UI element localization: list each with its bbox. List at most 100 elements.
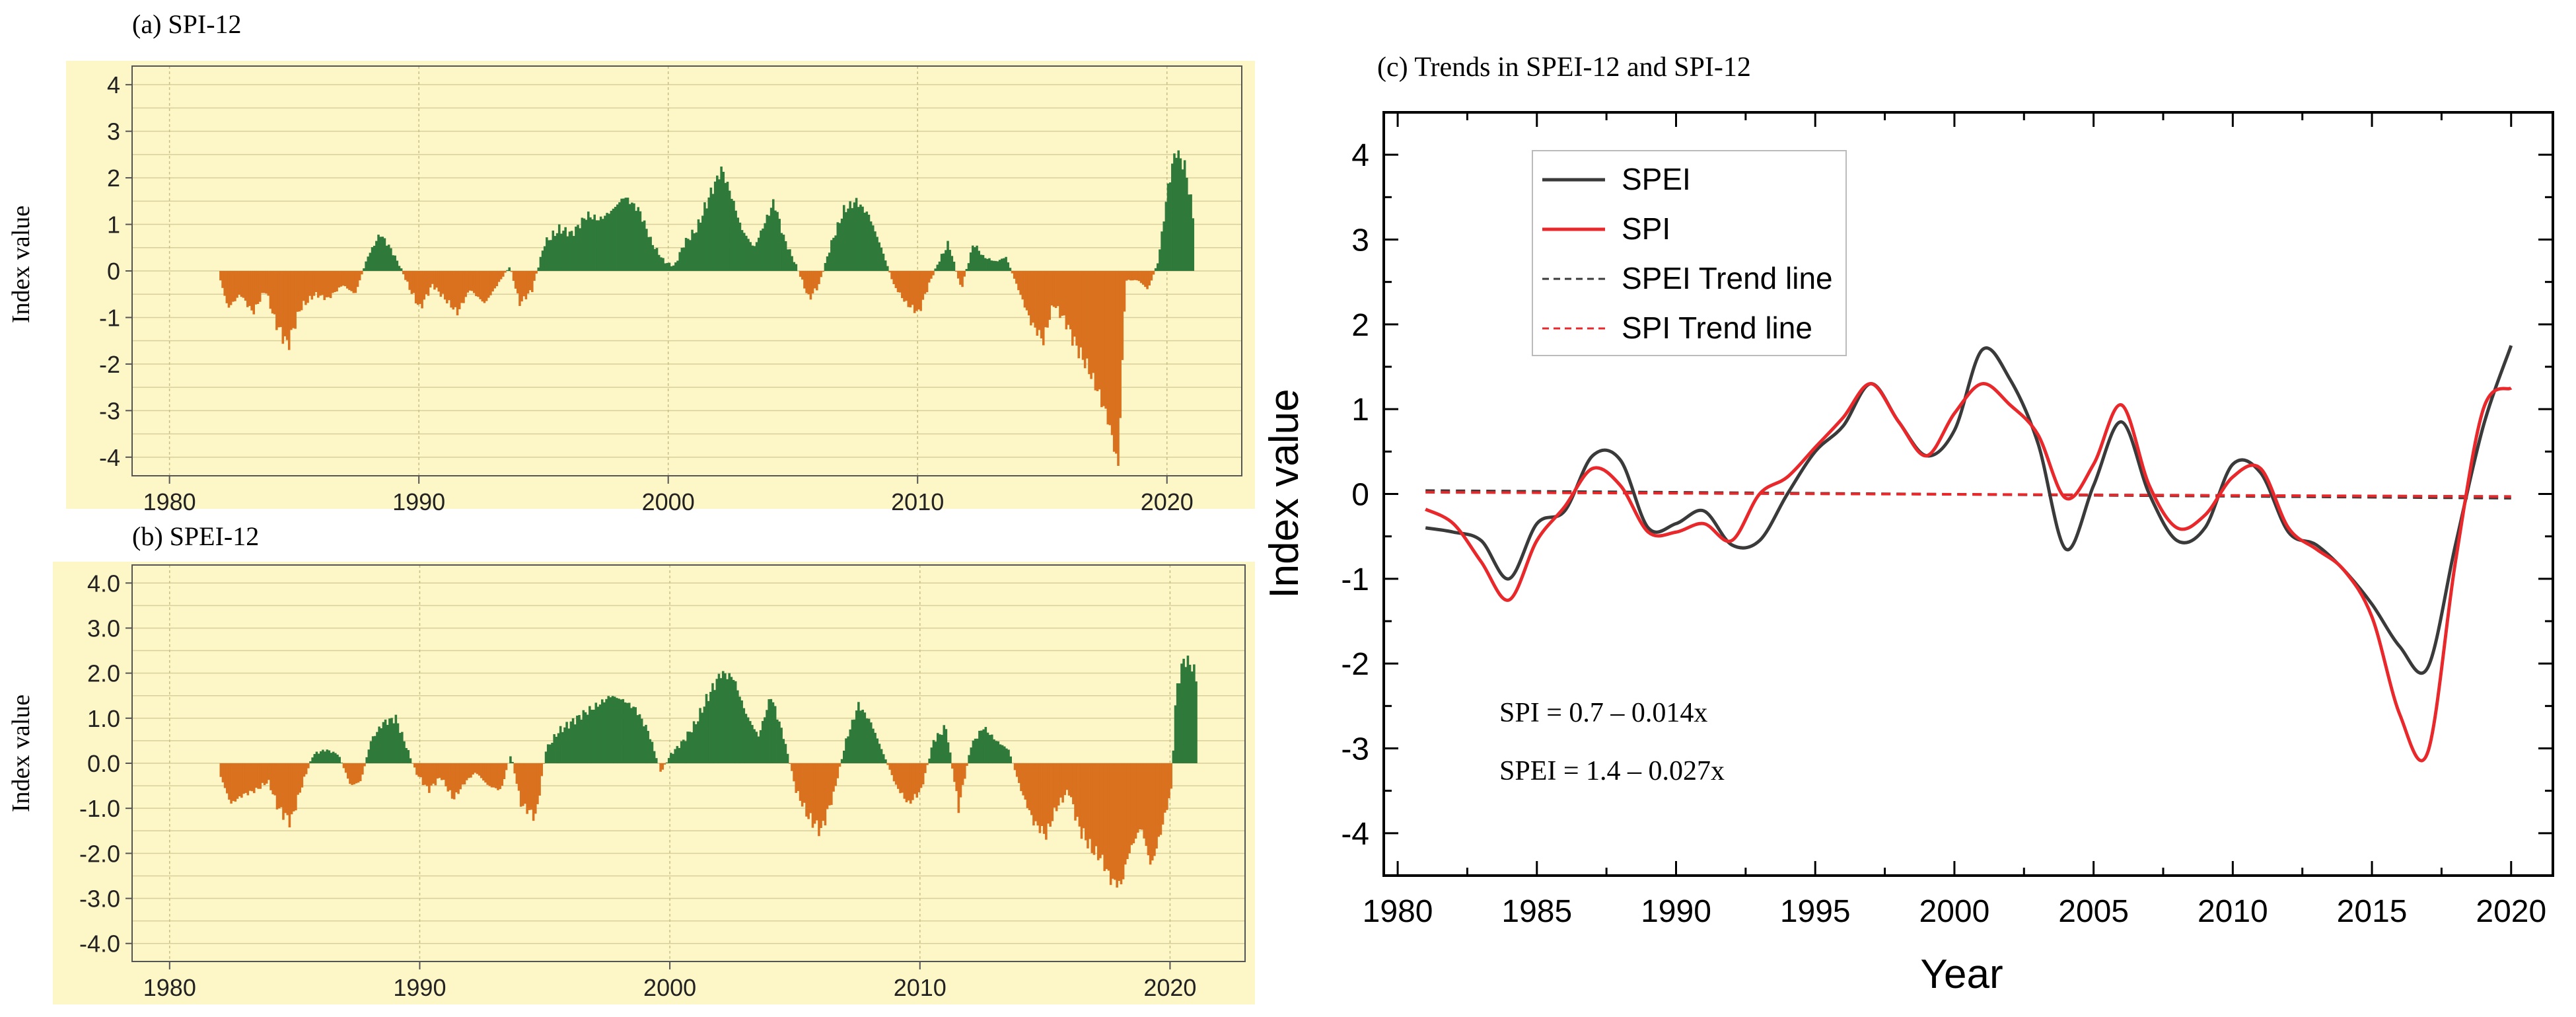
b-bar — [773, 706, 777, 763]
b-bar — [225, 763, 229, 794]
b-bar — [899, 763, 902, 794]
b-bar — [653, 751, 656, 763]
b-bar — [526, 763, 528, 814]
b-bar — [561, 732, 564, 763]
a-bar — [606, 213, 608, 271]
a-bar — [240, 271, 243, 297]
a-bar — [356, 271, 359, 287]
a-bar — [332, 271, 334, 293]
a-bar — [1017, 271, 1020, 291]
a-bar — [1110, 271, 1114, 435]
a-bar — [1088, 271, 1091, 375]
a-bar — [740, 230, 744, 271]
a-bar — [947, 241, 949, 271]
a-bar — [680, 247, 684, 271]
b-bar — [540, 763, 544, 776]
b-bar — [884, 759, 887, 763]
b-bar — [667, 758, 670, 763]
b-bar — [859, 710, 862, 763]
b-bar — [1085, 763, 1087, 841]
a-bar — [768, 215, 771, 271]
a-bar — [254, 271, 258, 305]
a-bar — [757, 237, 760, 271]
b-bar — [1020, 763, 1022, 792]
a-bar — [1075, 271, 1078, 346]
a-bar — [1069, 271, 1072, 330]
b-bar — [1051, 763, 1054, 821]
a-bar — [1034, 271, 1036, 328]
a-bar — [234, 271, 236, 301]
a-bar — [441, 271, 445, 294]
b-bar — [223, 763, 227, 788]
b-bar — [1049, 763, 1052, 827]
a-bar — [628, 204, 631, 271]
a-bar — [1094, 271, 1097, 391]
a-bar — [969, 252, 972, 271]
c-xtick-label: 2005 — [2058, 894, 2129, 929]
b-bar — [421, 763, 425, 786]
a-bar — [1112, 271, 1116, 452]
b-bar — [495, 763, 497, 788]
a-bar — [506, 270, 509, 271]
a-bar — [1030, 271, 1032, 326]
b-bar — [569, 721, 573, 763]
b-bar — [1007, 749, 1010, 763]
b-bar — [303, 763, 306, 777]
a-bar — [398, 266, 401, 271]
b-bar — [463, 763, 466, 785]
a-bar — [1154, 268, 1157, 271]
a-bar — [996, 261, 999, 271]
a-bar — [404, 271, 407, 280]
a-bar — [252, 271, 256, 315]
a-bar — [1181, 169, 1184, 271]
b-bar — [355, 763, 358, 784]
b-bar — [1103, 763, 1106, 872]
b-bar — [865, 718, 869, 763]
b-bar — [861, 709, 864, 763]
a-bar — [664, 263, 666, 271]
a-bar — [880, 247, 883, 271]
b-bar — [403, 741, 406, 763]
b-bar — [524, 763, 526, 804]
b-bar — [244, 763, 247, 793]
b-bar — [703, 706, 706, 763]
a-bar — [1007, 262, 1010, 271]
b-bar — [282, 763, 285, 820]
b-bar — [242, 763, 245, 794]
b-bar — [1026, 763, 1029, 808]
b-bar — [1099, 763, 1102, 858]
a-bar — [290, 271, 293, 330]
legend-spi-trend-label: SPI Trend line — [1622, 311, 1812, 345]
b-bar — [964, 763, 966, 779]
b-bar — [928, 758, 931, 763]
b-bar — [943, 725, 946, 763]
b-bar — [676, 745, 679, 763]
c-xtick-label: 2020 — [2476, 894, 2546, 929]
a-bar — [745, 235, 748, 271]
a-bar — [907, 271, 910, 307]
b-bar — [1055, 763, 1058, 811]
a-bar — [945, 250, 947, 271]
b-bar — [855, 710, 858, 763]
a-bar — [502, 271, 505, 277]
b-bar — [915, 763, 918, 798]
b-bar — [1120, 763, 1123, 885]
a-bar — [1104, 271, 1107, 409]
a-bar — [533, 271, 536, 281]
b-bar — [768, 699, 770, 763]
a-bar — [577, 225, 579, 271]
b-bar — [670, 753, 672, 763]
b-ytick-label: -3.0 — [79, 885, 120, 913]
b-bar — [1145, 763, 1148, 847]
a-bar — [427, 271, 430, 296]
a-ytick-label: 2 — [107, 165, 120, 192]
b-bar — [382, 722, 385, 763]
panel-b-ylabel: Index value — [7, 695, 35, 812]
a-bar — [882, 253, 885, 271]
b-bar — [501, 763, 504, 786]
b-bar — [684, 741, 687, 763]
b-bar — [292, 763, 295, 811]
a-bar — [1059, 271, 1061, 319]
a-ytick-label: 0 — [107, 258, 120, 285]
a-bar — [766, 214, 769, 271]
